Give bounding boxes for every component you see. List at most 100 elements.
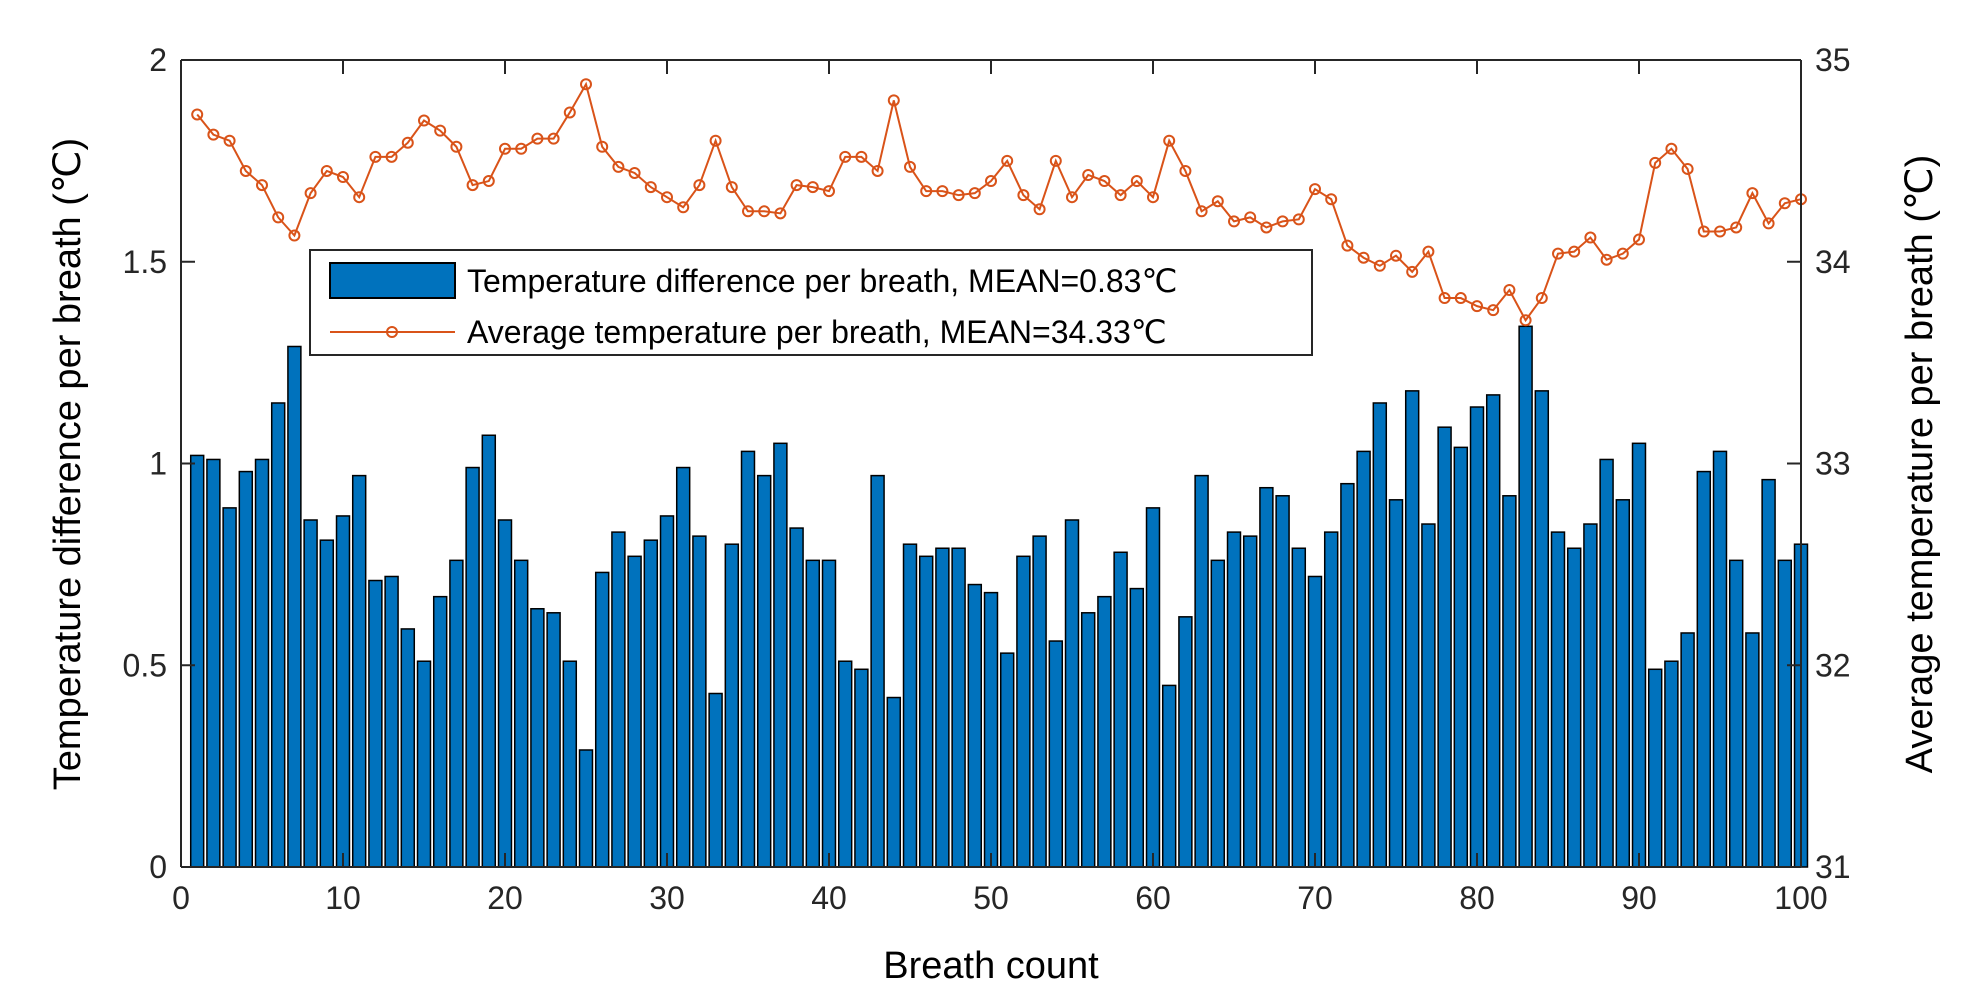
bar: [708, 692, 723, 868]
bar: [805, 559, 821, 868]
line-point: [1714, 225, 1726, 238]
line-point: [1373, 259, 1386, 272]
bar: [756, 474, 772, 868]
x-tick-label: 40: [811, 880, 847, 916]
bar: [1712, 450, 1728, 868]
line-point: [223, 134, 236, 147]
bar: [1550, 531, 1566, 868]
line-point: [1422, 245, 1435, 258]
line-point: [1292, 213, 1305, 226]
bar: [351, 474, 367, 868]
bar: [303, 519, 318, 868]
line-point: [871, 164, 884, 177]
bar: [530, 608, 545, 868]
bar: [238, 470, 254, 868]
bar: [513, 559, 529, 868]
bar: [1421, 523, 1436, 868]
line-point: [1017, 189, 1030, 202]
line-point: [1762, 217, 1775, 230]
line-point: [385, 150, 398, 163]
bar: [287, 345, 302, 868]
bar: [789, 527, 804, 868]
line-point: [1406, 265, 1419, 278]
bar: [1161, 684, 1177, 868]
line-point: [1568, 245, 1581, 258]
x-tick-label: 60: [1135, 880, 1171, 916]
line-point: [823, 185, 835, 198]
bar: [1291, 547, 1307, 868]
line-point: [985, 175, 997, 188]
line-point: [1114, 189, 1127, 202]
line-point: [1001, 154, 1014, 167]
line-point: [1454, 292, 1467, 305]
line-point: [239, 164, 252, 177]
y-axis-title-right: Average temperature per breath (℃): [1899, 155, 1941, 774]
series-line: [196, 81, 1802, 323]
line-point: [256, 179, 268, 192]
bar: [1080, 612, 1096, 868]
bar: [1340, 482, 1355, 868]
bar: [1599, 458, 1614, 868]
line-point: [337, 171, 349, 184]
line-point: [1471, 300, 1483, 313]
bar: [497, 519, 513, 868]
bar: [1615, 499, 1631, 868]
bar: [724, 543, 740, 868]
line-point: [1633, 233, 1645, 246]
line-point: [774, 207, 787, 220]
line-point: [1487, 304, 1500, 317]
line-point: [320, 164, 333, 177]
legend-box: [309, 249, 1313, 356]
line-point: [1665, 142, 1678, 155]
x-tick-label: 70: [1297, 880, 1333, 916]
bar: [1534, 390, 1550, 868]
line-point: [790, 179, 803, 192]
line-point: [1552, 247, 1564, 260]
bar: [1356, 450, 1371, 868]
line-point: [709, 134, 722, 147]
bar: [254, 458, 270, 868]
line-point: [353, 191, 366, 204]
line-point: [904, 160, 916, 173]
line-point: [693, 179, 706, 192]
bar: [902, 543, 918, 868]
line-point: [547, 132, 560, 145]
x-axis-title: Breath count: [883, 945, 1099, 987]
bar: [999, 652, 1015, 868]
bar: [1437, 426, 1452, 868]
line-point: [968, 187, 981, 200]
line-point: [531, 132, 544, 145]
bar: [400, 628, 416, 868]
bar: [1388, 499, 1404, 868]
axes: 0 10 20 30 40 50 60 70 80 90 100 0 0.5 1 1.5 2 31 32 33 34 3…: [123, 42, 1851, 916]
line-point: [1211, 195, 1224, 208]
line-point: [1082, 169, 1095, 181]
line-point: [1681, 162, 1694, 175]
line-point: [288, 229, 301, 242]
bar: [1275, 495, 1290, 868]
line-point: [207, 128, 220, 141]
bar: [1048, 640, 1064, 868]
line-point: [952, 189, 965, 202]
bar: [1210, 559, 1226, 868]
bar: [481, 434, 497, 868]
line-point: [191, 108, 204, 121]
bar: [270, 402, 286, 868]
line-point: [936, 185, 949, 198]
bar: [1259, 486, 1274, 868]
bar: [465, 466, 480, 868]
line-point: [515, 142, 528, 155]
line-point: [1730, 221, 1743, 234]
y-left-tick-label: 1: [149, 446, 167, 482]
bar: [1064, 519, 1080, 868]
line-point: [855, 150, 868, 163]
bar: [1761, 478, 1776, 868]
y-left-tick-label: 0: [149, 849, 167, 885]
legend-label-bars: Temperature difference per breath, MEAN=…: [467, 263, 1177, 299]
line-point: [1147, 191, 1159, 204]
bar: [1404, 390, 1420, 868]
line-point: [563, 106, 576, 119]
bar: [222, 507, 237, 868]
y-left-tick-label: 2: [149, 42, 167, 78]
legend: Temperature difference per breath, MEAN=…: [309, 249, 1313, 356]
